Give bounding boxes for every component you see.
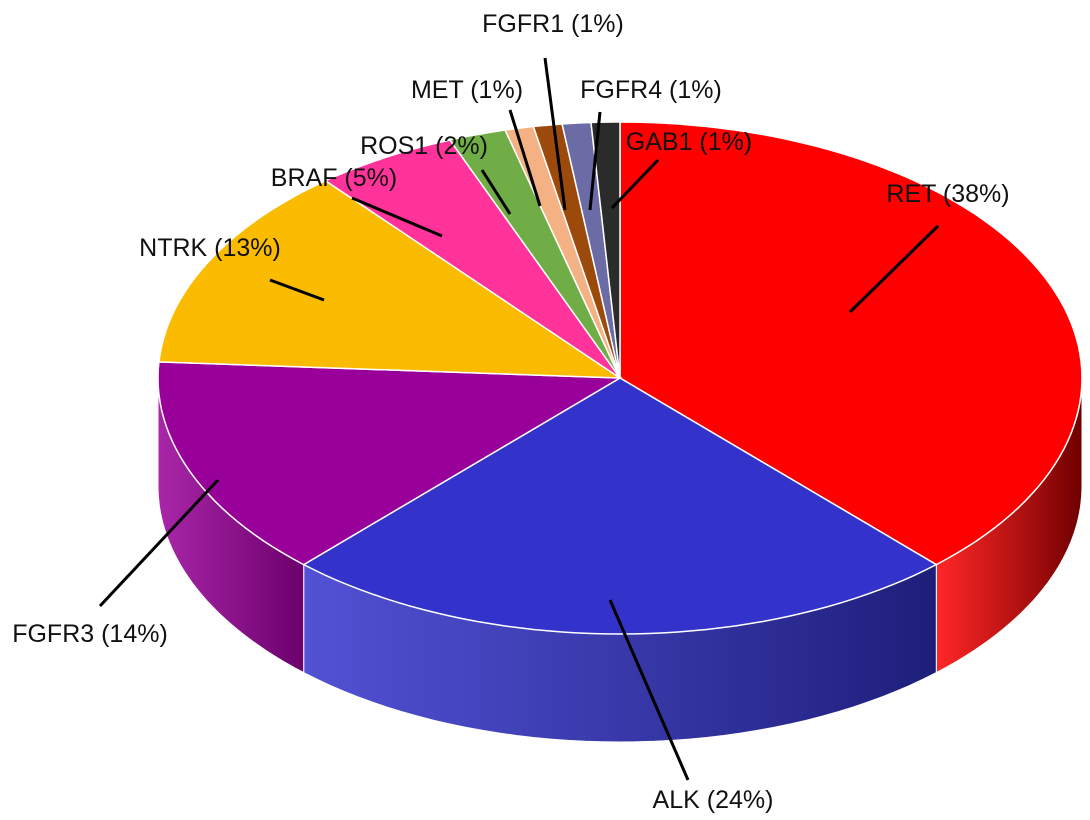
- slice-label-gab1: GAB1 (1%): [626, 128, 752, 156]
- slice-label-ret: RET (38%): [886, 180, 1009, 208]
- leader-lines: [98, 57, 940, 781]
- leader-line-gab1: [610, 158, 660, 210]
- slice-gab1: [590, 121, 621, 379]
- slice-fgfr3: [157, 361, 623, 566]
- slice-label-fgfr4: FGFR4 (1%): [580, 76, 722, 104]
- slice-labels: RET (38%) ALK (24%) FGFR3 (14%) NTRK (13%) B…: [12, 10, 1009, 814]
- leader-line-alk: [608, 599, 690, 781]
- slice-braf: [323, 139, 621, 379]
- slice-ntrk: [158, 179, 623, 379]
- slice-label-alk: ALK (24%): [653, 786, 774, 814]
- slice-label-fgfr3: FGFR3 (14%): [12, 620, 168, 648]
- leader-line-ntrk: [269, 278, 325, 302]
- slice-label-fgfr1: FGFR1 (1%): [482, 10, 624, 38]
- leader-line-fgfr1: [543, 57, 567, 211]
- slice-label-ntrk: NTRK (13%): [139, 234, 281, 262]
- slice-label-ros1: ROS1 (2%): [360, 132, 488, 160]
- slice-alk: [302, 377, 938, 635]
- leader-line-braf: [351, 196, 443, 238]
- pie-tops: [157, 121, 1083, 635]
- slice-ret: [619, 121, 1083, 566]
- leader-line-ret: [848, 224, 940, 314]
- slice-label-met: MET (1%): [411, 76, 523, 104]
- leader-line-fgfr3: [98, 478, 220, 608]
- leader-line-fgfr4: [588, 111, 602, 211]
- leader-line-ros1: [480, 169, 512, 215]
- slice-label-braf: BRAF (5%): [271, 164, 397, 192]
- leader-line-met: [508, 109, 542, 207]
- slice-ros1: [448, 129, 621, 379]
